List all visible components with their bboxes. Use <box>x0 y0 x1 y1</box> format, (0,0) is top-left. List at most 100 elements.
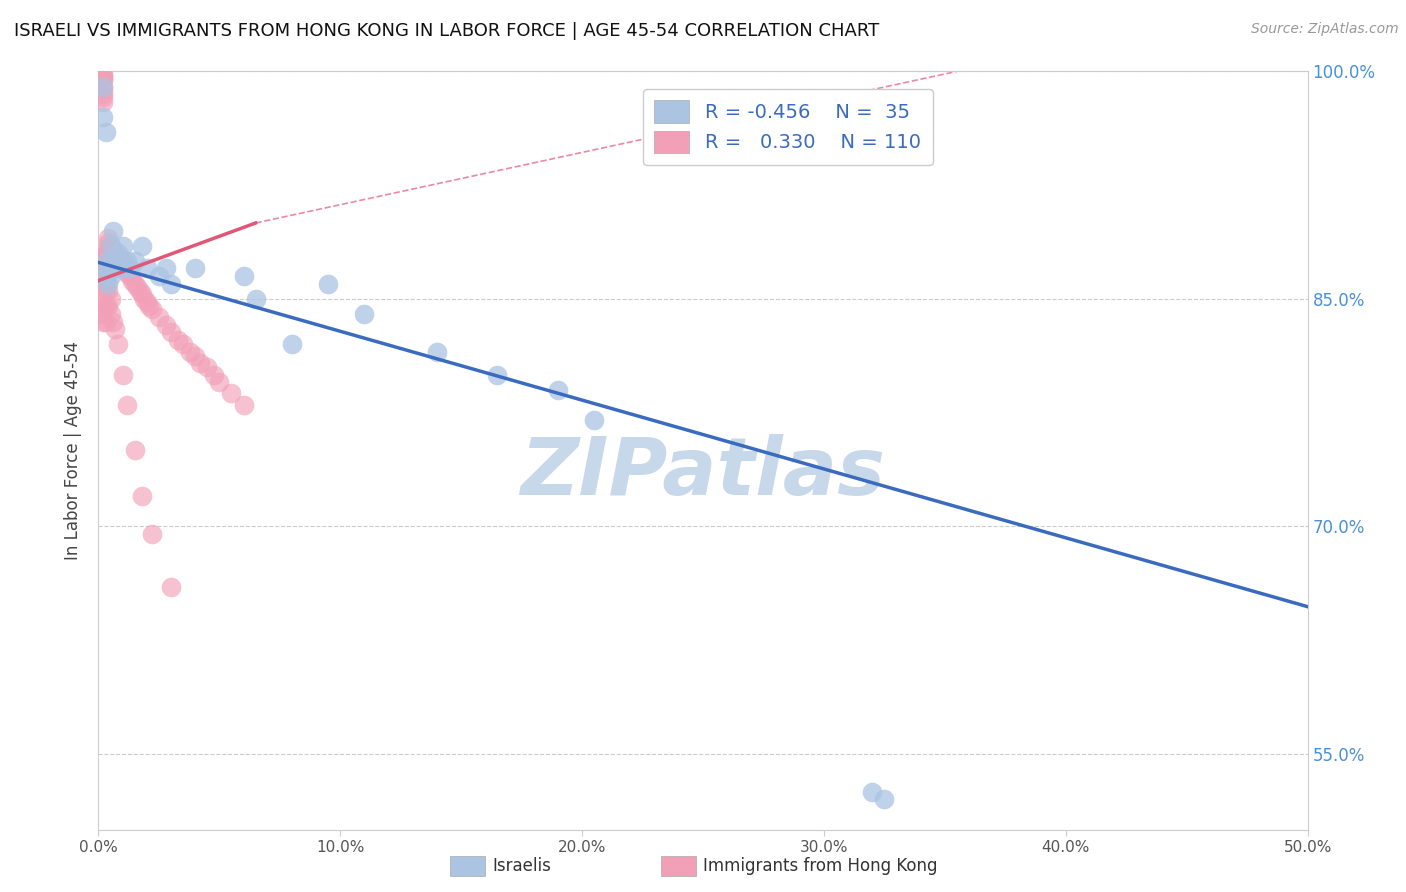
Point <box>124 443 146 458</box>
Point <box>97 244 120 259</box>
Point <box>184 261 207 276</box>
Point <box>94 284 117 298</box>
Point <box>111 259 134 273</box>
Point <box>90 73 112 87</box>
Point <box>97 231 120 245</box>
Point <box>91 95 114 109</box>
Point <box>107 253 129 268</box>
Point <box>101 246 124 260</box>
Point <box>94 125 117 139</box>
Point <box>101 315 124 329</box>
Point <box>101 259 124 273</box>
Point <box>94 261 117 276</box>
Point <box>97 235 120 250</box>
Point <box>108 261 131 276</box>
Point <box>221 385 243 400</box>
Point <box>583 413 606 427</box>
Point <box>91 72 114 87</box>
Point <box>204 368 226 382</box>
Point <box>97 249 120 263</box>
Point <box>90 72 112 87</box>
Point <box>124 277 146 291</box>
Point <box>91 79 114 94</box>
Point <box>100 244 122 258</box>
Point <box>100 307 122 321</box>
Point <box>547 383 569 397</box>
Point <box>135 294 157 309</box>
Point <box>97 284 120 298</box>
Point <box>232 398 254 412</box>
Point <box>117 266 139 280</box>
Point <box>121 274 143 288</box>
Point <box>91 87 114 102</box>
Point <box>131 489 153 503</box>
Point <box>134 292 156 306</box>
Point <box>111 253 134 268</box>
Point <box>90 69 112 83</box>
Point <box>184 350 207 364</box>
Point <box>90 73 112 87</box>
Point <box>97 240 120 254</box>
Point <box>94 269 117 284</box>
Point <box>91 69 114 83</box>
Point <box>316 277 339 291</box>
Point <box>160 580 183 594</box>
Point <box>104 246 127 260</box>
Text: Israelis: Israelis <box>492 857 551 875</box>
Point <box>94 269 117 284</box>
Point <box>94 264 117 278</box>
Point <box>107 259 129 273</box>
Point <box>104 251 127 265</box>
Point <box>91 300 114 314</box>
Point <box>111 368 134 382</box>
Text: Immigrants from Hong Kong: Immigrants from Hong Kong <box>703 857 938 875</box>
Point <box>127 279 149 293</box>
Point <box>97 253 120 268</box>
Point <box>148 269 170 284</box>
Point <box>100 246 122 260</box>
Point <box>94 277 117 291</box>
Point <box>90 292 112 306</box>
Point <box>90 75 112 89</box>
Point <box>131 287 153 301</box>
Point <box>90 70 112 85</box>
Point <box>107 249 129 263</box>
Point <box>94 249 117 263</box>
Point <box>100 269 122 284</box>
Point <box>108 252 131 267</box>
Point <box>195 359 218 374</box>
Point <box>155 261 177 276</box>
Point <box>100 251 122 265</box>
Point <box>91 73 114 87</box>
Point <box>107 337 129 351</box>
Point <box>138 300 160 314</box>
Point <box>148 310 170 324</box>
Point <box>353 307 375 321</box>
Point <box>873 792 896 806</box>
Point <box>117 261 139 276</box>
Point <box>91 70 114 85</box>
Point <box>100 253 122 268</box>
Point <box>91 110 114 124</box>
Point <box>131 238 153 253</box>
Point <box>90 67 112 81</box>
Point <box>188 355 211 369</box>
Point <box>108 257 131 271</box>
Point <box>179 345 201 359</box>
Point <box>141 302 163 317</box>
Point <box>90 72 112 87</box>
Legend: R = -0.456    N =  35, R =   0.330    N = 110: R = -0.456 N = 35, R = 0.330 N = 110 <box>643 88 932 165</box>
Point <box>90 70 112 85</box>
Point <box>124 253 146 268</box>
Point <box>90 67 112 81</box>
Point <box>114 257 136 271</box>
Point <box>97 259 120 273</box>
Point <box>128 284 150 298</box>
Point <box>172 337 194 351</box>
Point <box>232 269 254 284</box>
Point <box>104 253 127 268</box>
Point <box>94 257 117 271</box>
Point <box>281 337 304 351</box>
Point <box>101 223 124 237</box>
Point <box>118 261 141 276</box>
